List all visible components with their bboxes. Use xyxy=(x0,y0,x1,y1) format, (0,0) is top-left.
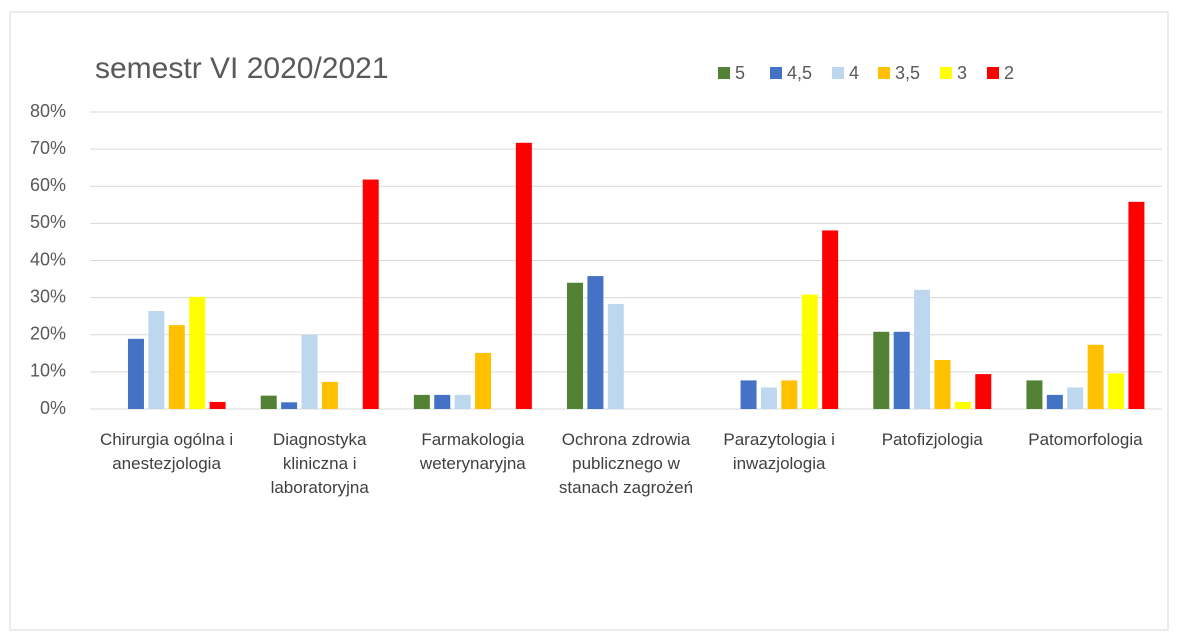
bar xyxy=(1128,201,1145,409)
x-tick-label: Diagnostyka kliniczna i laboratoryjna xyxy=(270,430,369,497)
legend-label: 3 xyxy=(957,63,967,83)
y-tick-label: 30% xyxy=(30,286,66,306)
bar xyxy=(362,179,379,409)
x-tick-label: Parazytologia i inwazjologia xyxy=(723,430,835,473)
bar xyxy=(587,276,604,409)
legend-label: 3,5 xyxy=(895,63,920,83)
bar xyxy=(454,394,471,409)
bar xyxy=(914,289,931,409)
bar xyxy=(301,334,318,409)
bar xyxy=(1108,373,1125,409)
bar xyxy=(781,380,798,409)
y-tick-label: 40% xyxy=(30,249,66,269)
legend-label: 4 xyxy=(849,63,859,83)
bar xyxy=(740,380,757,409)
bar xyxy=(1067,387,1084,409)
x-tick-label: Patomorfologia xyxy=(1028,430,1143,449)
bar xyxy=(567,282,583,409)
y-tick-label: 10% xyxy=(30,361,66,381)
bar xyxy=(1026,380,1043,409)
x-tick-label: Chirurgia ogólna i anestezjologia xyxy=(99,430,234,473)
y-tick-label: 70% xyxy=(30,138,66,158)
legend-swatch xyxy=(878,67,890,79)
legend-swatch xyxy=(718,67,730,79)
legend-label: 4,5 xyxy=(787,63,812,83)
legend-label: 2 xyxy=(1004,63,1014,83)
y-tick-label: 60% xyxy=(30,175,66,195)
bar xyxy=(934,359,951,409)
bar xyxy=(760,387,777,409)
x-tick-label: Ochrona zdrowia publicznego w stanach za… xyxy=(558,430,694,497)
bar xyxy=(321,381,338,409)
bar xyxy=(189,296,206,409)
x-tick-label: Patofizjologia xyxy=(881,430,983,449)
legend-swatch xyxy=(940,67,952,79)
bar xyxy=(168,325,185,409)
chart-title: semestr VI 2020/2021 xyxy=(95,52,389,85)
bar xyxy=(1046,394,1063,409)
bar xyxy=(281,402,298,409)
bar xyxy=(515,142,532,409)
bar xyxy=(434,394,451,409)
bar xyxy=(209,401,226,409)
y-tick-label: 0% xyxy=(40,398,66,418)
bar xyxy=(893,331,910,409)
bar xyxy=(954,401,971,409)
bar xyxy=(607,303,624,409)
bar xyxy=(127,338,144,409)
legend-label: 5 xyxy=(735,63,745,83)
x-tick-label: Farmakologia weterynaryjna xyxy=(419,430,526,473)
legend-swatch xyxy=(770,67,782,79)
bar xyxy=(413,394,430,409)
y-tick-label: 80% xyxy=(30,101,66,121)
legend-swatch xyxy=(987,67,999,79)
bar xyxy=(873,331,890,409)
bar xyxy=(801,294,818,409)
bar xyxy=(822,230,839,409)
bar xyxy=(148,310,165,409)
y-tick-label: 20% xyxy=(30,324,66,344)
bar xyxy=(475,352,492,409)
bar xyxy=(260,395,277,409)
legend-swatch xyxy=(832,67,844,79)
y-tick-label: 50% xyxy=(30,212,66,232)
bar xyxy=(975,374,992,409)
bar xyxy=(1087,344,1104,409)
